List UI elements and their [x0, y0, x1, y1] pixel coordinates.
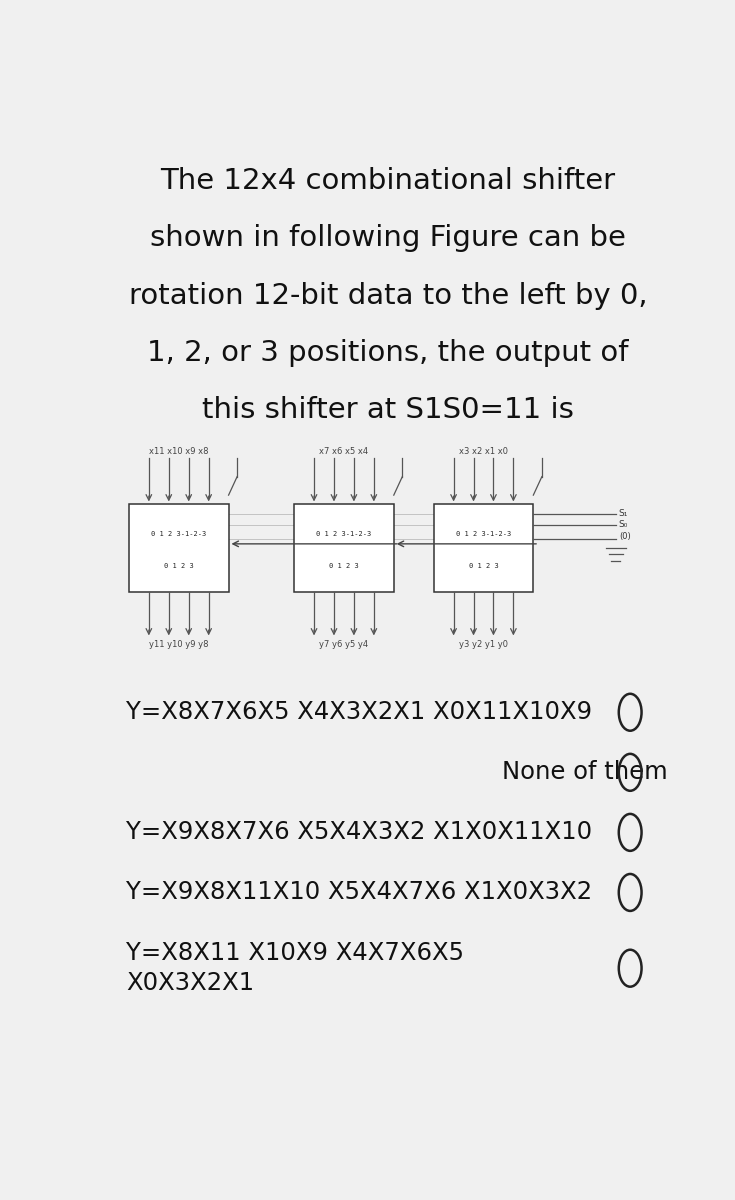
Text: None of them: None of them: [502, 761, 667, 785]
Text: Y=X9X8X7X6 X5X4X3X2 X1X0X11X10: Y=X9X8X7X6 X5X4X3X2 X1X0X11X10: [126, 821, 592, 845]
Text: 0 1 2 3-1-2-3: 0 1 2 3-1-2-3: [316, 532, 372, 538]
Text: y7 y6 y5 y4: y7 y6 y5 y4: [320, 640, 368, 649]
Text: this shifter at S1S0=11 is: this shifter at S1S0=11 is: [202, 396, 574, 425]
Text: rotation 12-bit data to the left by 0,: rotation 12-bit data to the left by 0,: [129, 282, 648, 310]
Text: Y=X8X7X6X5 X4X3X2X1 X0X11X10X9: Y=X8X7X6X5 X4X3X2X1 X0X11X10X9: [126, 701, 592, 725]
Text: x11 x10 x9 x8: x11 x10 x9 x8: [149, 448, 209, 456]
Text: S₀: S₀: [619, 520, 628, 529]
Text: x7 x6 x5 x4: x7 x6 x5 x4: [320, 448, 368, 456]
Text: shown in following Figure can be: shown in following Figure can be: [150, 224, 626, 252]
Text: The 12x4 combinational shifter: The 12x4 combinational shifter: [160, 167, 616, 196]
Text: 0 1 2 3-1-2-3: 0 1 2 3-1-2-3: [151, 532, 207, 538]
Text: y11 y10 y9 y8: y11 y10 y9 y8: [149, 640, 209, 649]
Text: 0 1 2 3-1-2-3: 0 1 2 3-1-2-3: [456, 532, 511, 538]
Text: Y=X9X8X11X10 X5X4X7X6 X1X0X3X2: Y=X9X8X11X10 X5X4X7X6 X1X0X3X2: [126, 881, 592, 905]
Text: 1, 2, or 3 positions, the output of: 1, 2, or 3 positions, the output of: [147, 338, 629, 367]
Text: 0 1 2 3: 0 1 2 3: [164, 563, 193, 569]
Text: (0): (0): [619, 533, 631, 541]
Bar: [294, 504, 394, 592]
Text: Y=X8X11 X10X9 X4X7X6X5
X0X3X2X1: Y=X8X11 X10X9 X4X7X6X5 X0X3X2X1: [126, 941, 464, 995]
Text: x3 x2 x1 x0: x3 x2 x1 x0: [459, 448, 508, 456]
Text: 0 1 2 3: 0 1 2 3: [329, 563, 359, 569]
Text: S₁: S₁: [619, 509, 628, 518]
Bar: [129, 504, 229, 592]
Bar: [434, 504, 534, 592]
Text: y3 y2 y1 y0: y3 y2 y1 y0: [459, 640, 508, 649]
Text: 0 1 2 3: 0 1 2 3: [469, 563, 498, 569]
